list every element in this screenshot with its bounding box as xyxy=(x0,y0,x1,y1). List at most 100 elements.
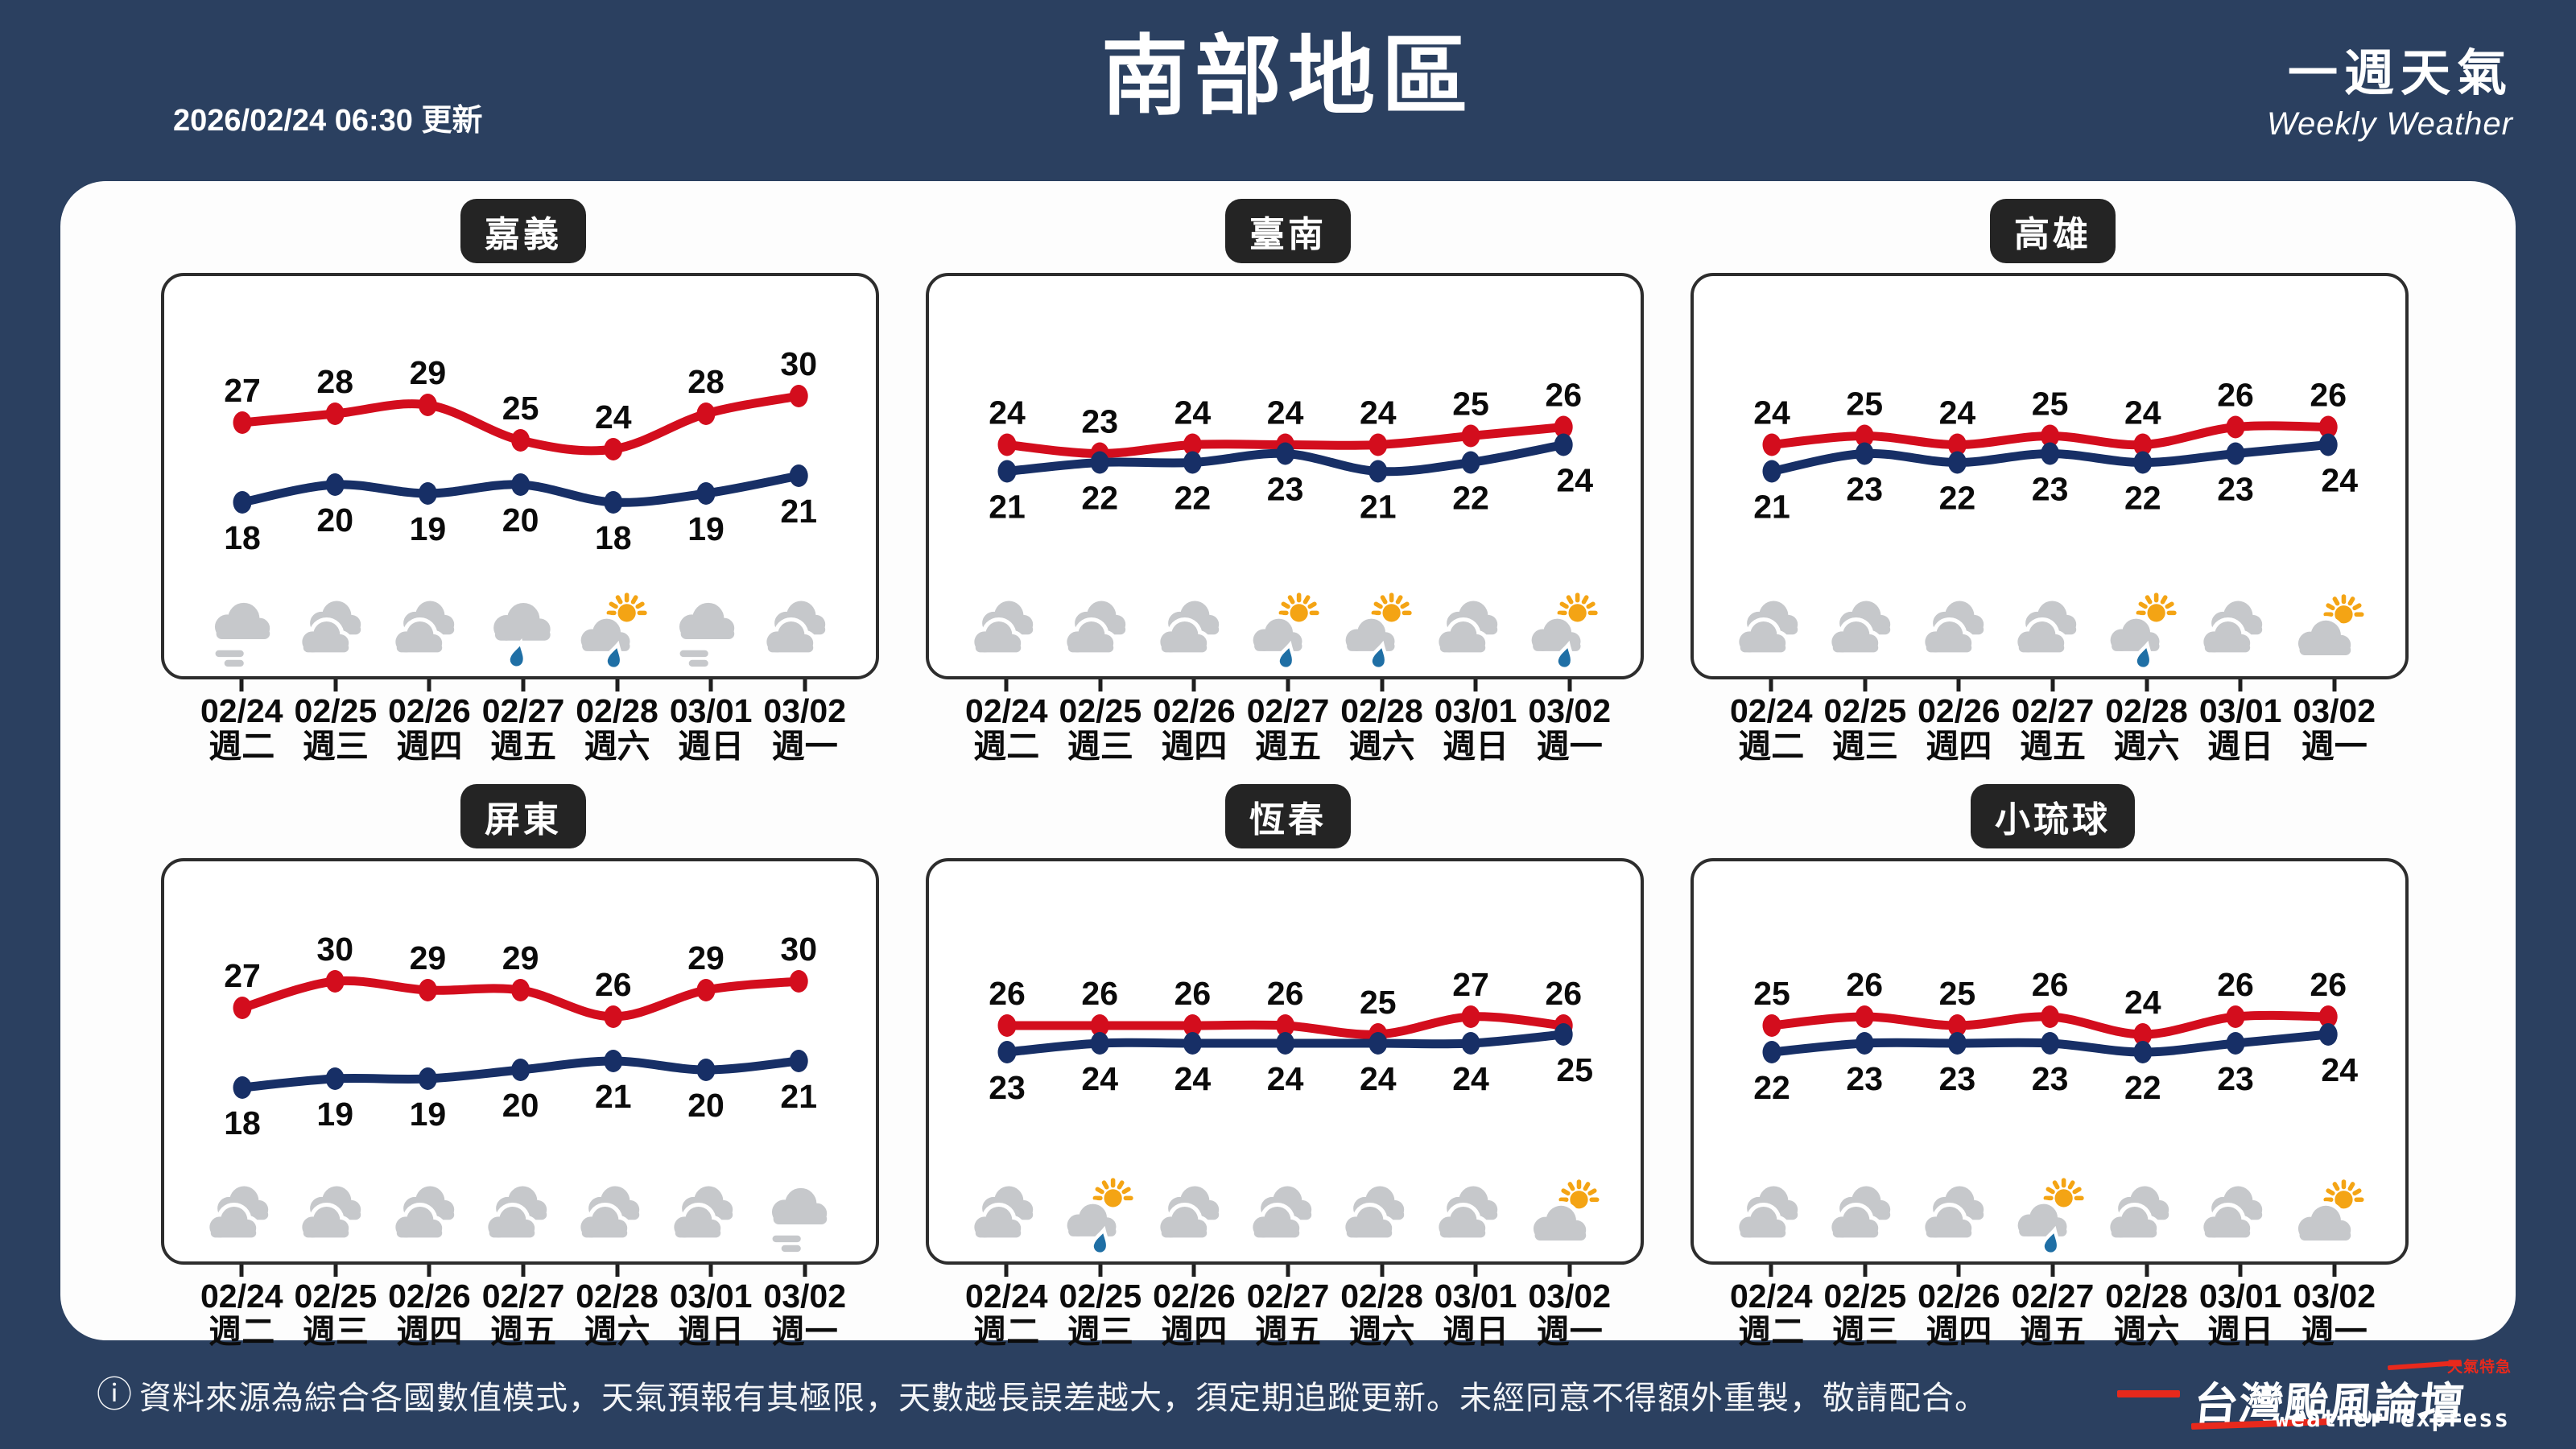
weather-icon-cloudy xyxy=(293,595,375,670)
high-temp-label: 26 xyxy=(2217,377,2254,414)
weekday-label: 週二 xyxy=(1738,1313,1805,1350)
low-temp-label: 21 xyxy=(989,489,1026,526)
weather-icon-sun-cloud-rain xyxy=(1244,592,1326,671)
axis-tick xyxy=(2050,1265,2055,1277)
data-source-notice: ⓘ 資料來源為綜合各國數值模式，天氣預報有其極限，天數越長誤差越大，須定期追蹤更… xyxy=(97,1372,1988,1418)
high-temp-label: 25 xyxy=(1846,386,1883,423)
city-panel: 27 30 29 29 26 29 30 18 19 19 20 21 20 21 xyxy=(161,858,879,1265)
weekday-label: 週三 xyxy=(1067,728,1133,765)
weekday-label: 週四 xyxy=(396,728,463,765)
weekday-label: 週六 xyxy=(584,728,650,765)
weekday-label: 週二 xyxy=(208,1313,275,1350)
city-badge: 高雄 xyxy=(1990,199,2116,263)
low-temp-label: 24 xyxy=(1267,1060,1304,1097)
day-label: 03/01 週日 xyxy=(664,1265,758,1352)
low-temp-label: 19 xyxy=(316,1096,353,1133)
weekday-label: 週四 xyxy=(1926,728,1992,765)
axis-tick xyxy=(1191,1265,1196,1277)
low-temp-label: 24 xyxy=(1360,1060,1397,1097)
high-temp-label: 26 xyxy=(2310,377,2347,414)
day-label: 03/01 週日 xyxy=(1429,679,1523,766)
low-temp-label: 22 xyxy=(1939,480,1976,517)
date-label: 02/24 xyxy=(200,1278,283,1315)
day-label: 02/28 週六 xyxy=(570,1265,664,1352)
low-temp-label: 22 xyxy=(1452,480,1489,517)
weather-icon-cloudy xyxy=(1151,595,1233,670)
weather-icon-cloudy xyxy=(293,1180,375,1255)
weekday-label: 週六 xyxy=(1348,1313,1415,1350)
weekday-label: 週一 xyxy=(2301,728,2368,765)
weather-icon-cloudy xyxy=(2194,595,2277,670)
date-label: 03/01 xyxy=(1434,692,1517,729)
date-label: 02/28 xyxy=(1340,1278,1423,1315)
day-label: 02/24 週二 xyxy=(1724,1265,1818,1352)
day-label: 03/02 週一 xyxy=(758,1265,852,1352)
weekday-label: 週日 xyxy=(2207,728,2274,765)
high-temp-label: 30 xyxy=(780,931,817,968)
date-label: 03/02 xyxy=(1528,1278,1611,1315)
high-temp-label: 24 xyxy=(2124,394,2161,431)
high-temp-label: 26 xyxy=(2310,966,2347,1003)
logo-subtitle: weather express xyxy=(2275,1404,2510,1432)
weather-icon-cloudy xyxy=(665,1180,747,1255)
axis-tick xyxy=(2332,1265,2337,1277)
day-label: 02/26 週四 xyxy=(1147,679,1241,766)
weather-icons-row xyxy=(1724,1178,2375,1257)
day-label: 02/28 週六 xyxy=(570,679,664,766)
axis-tick xyxy=(333,1265,338,1277)
high-temp-label: 29 xyxy=(687,939,724,976)
day-label: 03/01 週日 xyxy=(2194,1265,2288,1352)
weather-icon-cloudy xyxy=(1730,595,1812,670)
weekday-label: 週日 xyxy=(678,1313,745,1350)
date-label: 02/25 xyxy=(294,692,378,729)
low-temp-label: 24 xyxy=(1081,1060,1118,1097)
day-label: 02/26 週四 xyxy=(1912,679,2006,766)
weekday-label: 週五 xyxy=(1254,1313,1321,1350)
high-temp-label: 27 xyxy=(1452,966,1489,1003)
high-temp-label: 29 xyxy=(502,939,539,976)
day-label: 02/26 週四 xyxy=(1912,1265,2006,1352)
weather-icon-cloudy xyxy=(1916,595,1998,670)
date-label: 02/25 xyxy=(1823,1278,1907,1315)
city-block: 恆春 26 26 26 26 25 27 26 23 24 24 24 24 24 25 02/24 週二… xyxy=(926,778,1650,1352)
weather-icon-cloudy xyxy=(200,1180,283,1255)
low-temp-label: 21 xyxy=(1753,489,1790,526)
temperature-chart: 24 25 24 25 24 26 26 21 23 22 23 22 23 24 xyxy=(1753,377,2358,526)
day-label: 02/25 週三 xyxy=(289,1265,383,1352)
high-temp-label: 25 xyxy=(2032,386,2069,423)
axis-tick xyxy=(1567,679,1572,691)
high-temp-label: 26 xyxy=(2032,966,2069,1003)
high-temp-label: 25 xyxy=(1939,975,1976,1012)
high-temp-label: 25 xyxy=(1452,386,1489,423)
weekday-label: 週日 xyxy=(1443,1313,1509,1350)
day-label: 02/27 週五 xyxy=(1241,1265,1335,1352)
axis-tick xyxy=(1863,679,1868,691)
weather-icon-cloudy xyxy=(386,1180,469,1255)
info-icon: ⓘ xyxy=(97,1374,133,1414)
low-temp-label: 18 xyxy=(595,519,632,556)
high-temp-label: 30 xyxy=(316,931,353,968)
weather-icon-sun-cloud-rain xyxy=(1058,1178,1140,1257)
low-temp-label: 23 xyxy=(989,1069,1026,1106)
axis-tick xyxy=(333,679,338,691)
weekday-label: 週一 xyxy=(1536,1313,1603,1350)
date-label: 02/24 xyxy=(964,692,1048,729)
day-label: 03/01 週日 xyxy=(1429,1265,1523,1352)
notice-text: 資料來源為綜合各國數值模式，天氣預報有其極限，天數越長誤差越大，須定期追蹤更新。… xyxy=(139,1380,1988,1416)
high-temp-label: 24 xyxy=(1939,394,1976,431)
axis-tick xyxy=(2238,1265,2243,1277)
weather-icon-cloudy xyxy=(2101,1180,2183,1255)
day-label: 02/28 週六 xyxy=(1335,1265,1429,1352)
axis-tick xyxy=(1567,1265,1572,1277)
weather-icon-cloudy-fog xyxy=(200,595,283,670)
update-timestamp: 2026/02/24 06:30 更新 xyxy=(173,104,483,138)
weather-icon-cloudy xyxy=(386,595,469,670)
weather-icon-cloudy-fog xyxy=(665,595,747,670)
temperature-chart: 24 23 24 24 24 25 26 21 22 22 23 21 22 24 xyxy=(989,377,1593,526)
date-label: 03/02 xyxy=(2293,692,2376,729)
date-label: 02/24 xyxy=(1729,1278,1813,1315)
weekday-label: 週四 xyxy=(1161,728,1228,765)
low-temp-label: 19 xyxy=(687,510,724,547)
weekday-label: 週三 xyxy=(1067,1313,1133,1350)
